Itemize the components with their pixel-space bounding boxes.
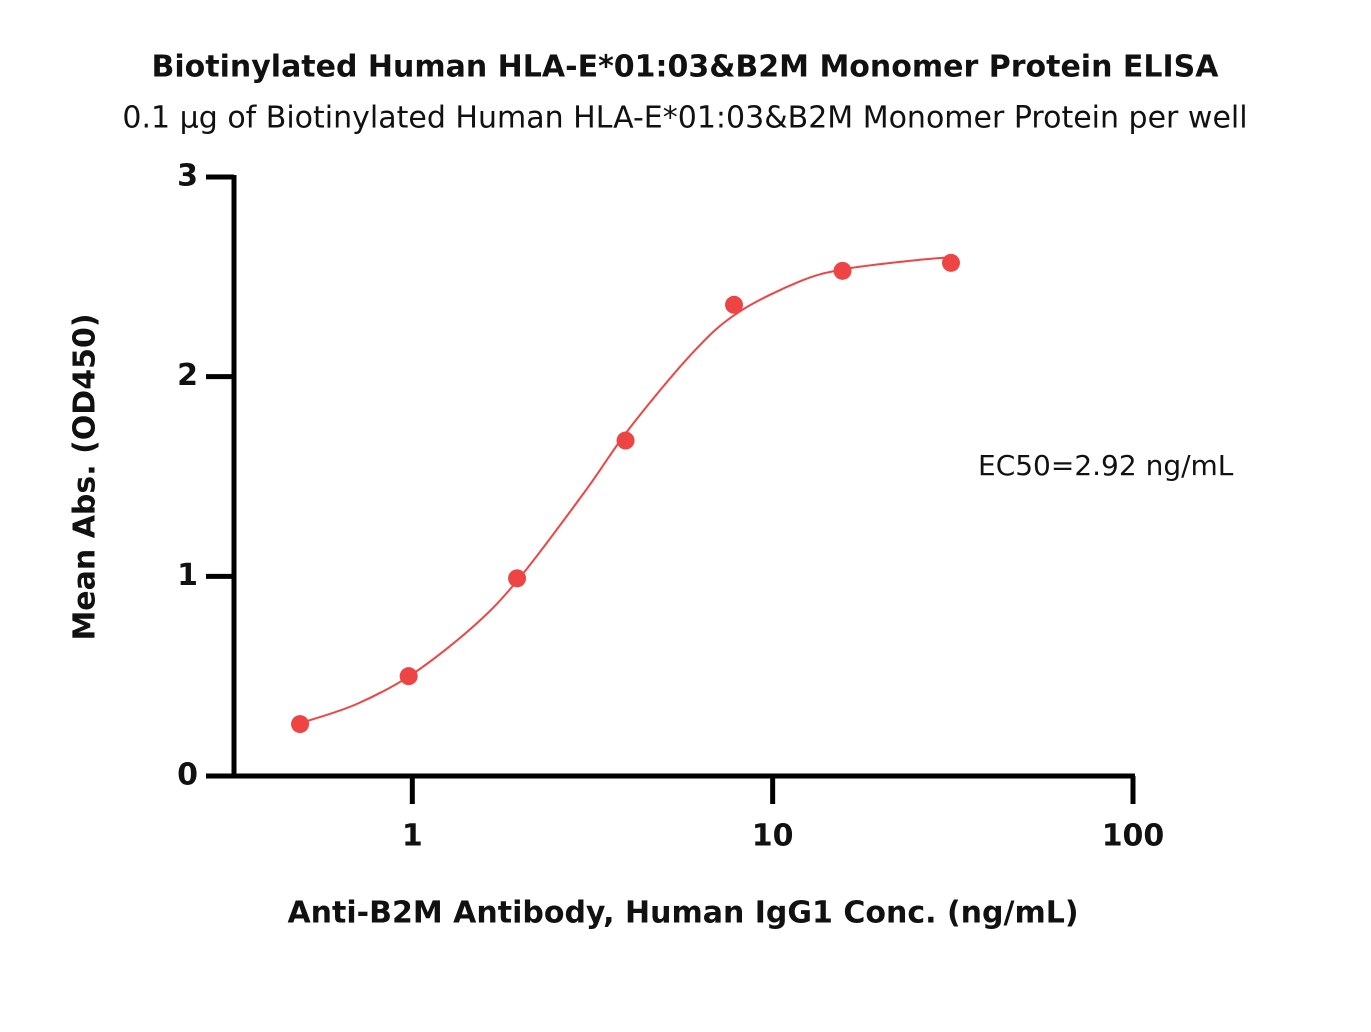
y-tick-label: 3 (177, 159, 198, 194)
y-tick-label: 2 (177, 358, 198, 393)
chart-title: Biotinylated Human HLA-E*01:03&B2M Monom… (151, 50, 1219, 85)
data-point (725, 295, 744, 314)
y-axis-title: Mean Abs. (OD450) (68, 313, 103, 640)
data-point (833, 261, 852, 280)
data-point (508, 569, 527, 588)
annotation: EC50=2.92 ng/mL (978, 449, 1234, 482)
y-tick-label: 0 (177, 758, 198, 793)
x-tick-label: 100 (1102, 819, 1165, 854)
x-tick-label: 10 (752, 819, 794, 854)
data-point (399, 667, 418, 686)
data-point (291, 715, 310, 734)
x-tick-label: 1 (402, 819, 423, 854)
data-point (616, 431, 635, 450)
data-point (941, 253, 960, 272)
y-tick-label: 1 (177, 558, 198, 593)
fit-curve (303, 255, 955, 724)
chart-subtitle: 0.1 μg of Biotinylated Human HLA-E*01:03… (122, 101, 1247, 136)
x-axis-title: Anti-B2M Antibody, Human IgG1 Conc. (ng/… (287, 896, 1078, 931)
